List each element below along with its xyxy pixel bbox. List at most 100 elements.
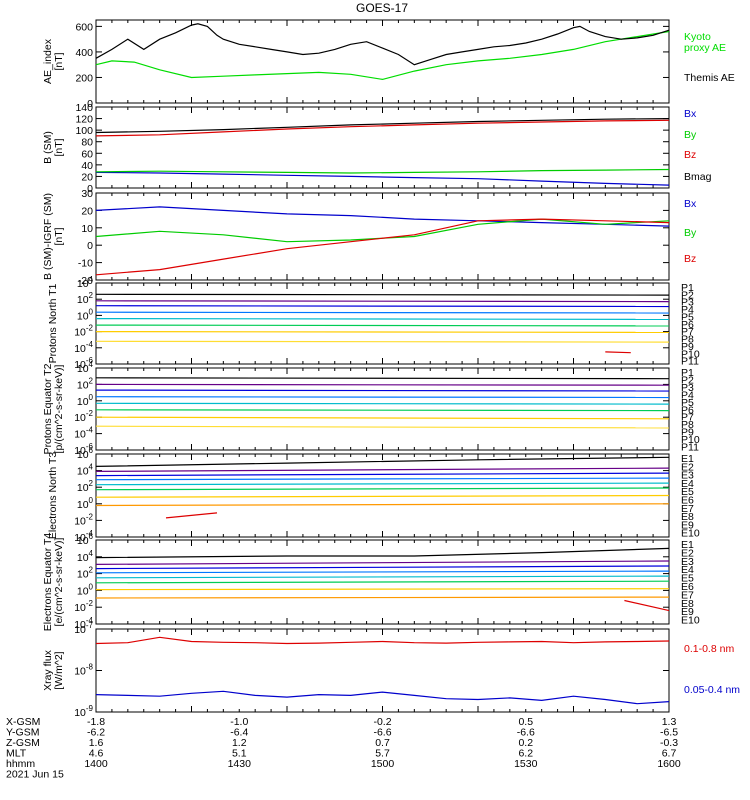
series-line-P10: [605, 351, 631, 354]
legend-entry: E4: [681, 478, 694, 490]
y-axis-label: [nT]: [53, 138, 65, 156]
legend-entry: P5: [681, 311, 694, 323]
legend-entry: P11: [681, 442, 699, 454]
series-line-E9: [165, 512, 218, 519]
y-tick-label: 102: [77, 291, 94, 306]
ephemeris-table: X-GSM -1.8 -1.0 -0.2 0.5 1.3 Y-GSM -6.2 -6.4 -6.6…: [6, 716, 681, 781]
series-line-By: [95, 168, 670, 174]
ephemeris-value: 1530: [514, 758, 538, 770]
ephemeris-row-label: Y-GSM: [6, 727, 39, 739]
legend-entry: E5: [681, 486, 694, 498]
y-axis-label: [W/m^2]: [53, 651, 65, 689]
legend-entry: P10: [681, 348, 700, 360]
y-axis-label: Protons Equator T2: [42, 363, 54, 454]
y-tick-label: 0: [87, 240, 93, 252]
y-tick-label: 0: [87, 183, 93, 195]
y-axis-label: Xray flux: [42, 649, 54, 691]
series-line-E1: [95, 547, 670, 559]
legend-entry: P4: [681, 304, 694, 316]
legend-entry: P8: [681, 334, 694, 346]
legend-entry: Bx: [684, 198, 697, 210]
legend-entry: Bz: [684, 149, 696, 161]
legend-entry: P4: [681, 389, 694, 401]
series-line-E8: [95, 503, 670, 507]
y-tick-label: 10-6: [74, 442, 93, 457]
y-tick-label: 140: [75, 102, 93, 114]
series-line-P2: [95, 300, 670, 303]
legend-entry: Bz: [684, 253, 696, 265]
ephemeris-value: -1.0: [230, 716, 248, 728]
series-line-Bx: [95, 206, 670, 227]
series-line-P8: [95, 425, 670, 429]
ephemeris-row-label: hhmm: [6, 758, 35, 770]
series-line-E1: [95, 456, 670, 467]
series-line-E2: [95, 560, 670, 566]
y-tick-label: 600: [75, 21, 93, 33]
y-axis-label: Electrons Equator T4: [42, 533, 54, 632]
series-line-Kyoto-proxy-AE: [95, 30, 670, 81]
ephemeris-value: 1400: [84, 758, 108, 770]
series-line-E5: [95, 482, 670, 486]
legend-entry: proxy AE: [684, 42, 726, 54]
y-axis-label: [e/(cm^2-s-sr-keV)]: [53, 537, 65, 626]
series-line-E7: [95, 494, 670, 498]
y-tick-label: 20: [81, 205, 93, 217]
ephemeris-value: 1.3: [662, 716, 677, 728]
series-line-P6: [95, 324, 670, 327]
y-axis-label: [p/(cm^2-s-sr-keV)]: [53, 364, 65, 453]
legend-entry: P2: [681, 289, 694, 301]
y-tick-label: 0: [87, 98, 93, 110]
panel-xray: 10-7 10-8 10-9 Xray flux [W/m^2]: [42, 621, 670, 719]
y-tick-label: 104: [77, 463, 94, 478]
y-axis-label: Electrons North T3: [47, 452, 59, 540]
y-axis-label: [nT]: [53, 52, 65, 70]
y-tick-label: 102: [77, 479, 94, 494]
legend-entry: E3: [681, 470, 694, 482]
y-tick-label: 100: [77, 393, 94, 408]
legend-entry: Bx: [684, 108, 697, 120]
y-tick-label: 104: [77, 275, 94, 290]
ephemeris-value: 6.2: [518, 748, 533, 760]
y-tick-label: 100: [75, 125, 93, 137]
ephemeris-value: 4.6: [89, 748, 104, 760]
y-tick-label: 10-4: [74, 616, 93, 631]
y-tick-label: 80: [81, 137, 93, 149]
ephemeris-value: 1600: [657, 758, 681, 770]
series-line-E7: [95, 588, 670, 591]
legend-entry: P7: [681, 326, 694, 338]
y-tick-label: 20: [81, 171, 93, 183]
y-tick-label: 10-6: [74, 356, 93, 371]
ephemeris-value: -0.2: [373, 716, 391, 728]
series-line-P4: [95, 396, 670, 399]
y-tick-label: 10-7: [74, 621, 93, 636]
series-line-P1: [95, 293, 670, 296]
ephemeris-value: 5.1: [232, 748, 247, 760]
legend-entry: E1: [681, 453, 694, 465]
ephemeris-row-label: MLT: [6, 748, 27, 760]
legend-entry: P3: [681, 297, 694, 309]
panel-frame: [95, 19, 670, 104]
legend-entry: E1: [681, 539, 694, 551]
ephemeris-value: -1.8: [87, 716, 105, 728]
y-tick-label: 400: [75, 47, 93, 59]
chart-title: GOES-17: [356, 1, 408, 15]
series-line-P3: [95, 305, 670, 308]
y-tick-label: 10-4: [74, 340, 93, 355]
legend-entry: Themis AE: [684, 72, 735, 84]
panel-frame: [95, 367, 670, 451]
series-line-E6: [95, 487, 670, 491]
series-line-E6: [95, 580, 670, 584]
legend-entry: P1: [681, 282, 694, 294]
legend-entry: P11: [681, 356, 699, 368]
series-line-P1: [95, 377, 670, 380]
legend-entry: E9: [681, 606, 694, 618]
y-tick-label: 10-2: [74, 512, 93, 527]
y-tick-label: 10-2: [74, 324, 93, 339]
y-tick-label: 106: [77, 532, 94, 547]
